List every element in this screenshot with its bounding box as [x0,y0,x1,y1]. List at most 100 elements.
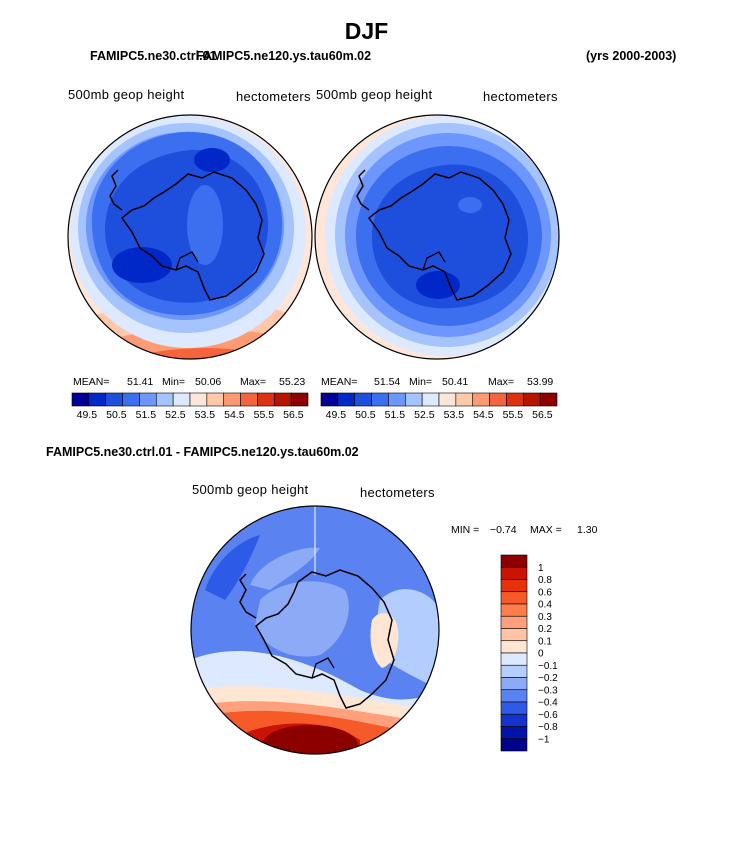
map1-colorbar-tick-label: 55.5 [254,409,275,421]
map2-colorbar-cell [371,392,389,407]
map3-colorbar-tick-label: −0.3 [538,685,558,696]
map2-min-value: 50.41 [442,376,469,388]
map3-colorbar: 10.80.6 0.40.30.20.1 0−0.1−0.2−0.3 −0.4−0.6… [500,554,558,752]
map3-colorbar-cell [500,640,528,654]
map1-coastline [120,171,265,301]
map2 [315,115,559,359]
map3-border [190,505,440,755]
map1-colorbar-tick-label: 53.5 [195,409,216,421]
map2-colorbar-cell [472,392,490,407]
map3-colorbar-tick-label: 0 [538,649,544,660]
map3-colorbar-cell [500,664,528,678]
map3-centre [255,581,349,657]
map1-colorbar-cell [105,392,123,407]
map3-title: 500mb geop height [192,482,309,497]
map3 [191,506,439,754]
map2-colorbar-cell [320,392,339,407]
map2-peninsula [356,169,370,211]
map1-band-56 [85,348,312,359]
map1-ridge [187,185,223,265]
map1-mean-value: 51.41 [127,376,154,388]
map1-colorbar-tick-label: 54.5 [224,409,245,421]
map2-colorbar: 49.5 50.5 51.5 52.5 53.5 54.5 55.5 56.5 [320,392,558,421]
map1-max-label: Max= [240,376,266,388]
map2-ross [422,251,446,271]
map2-units: hectometers [483,89,558,104]
map1-colorbar-tick-label: 52.5 [165,409,186,421]
map2-max-value: 53.99 [527,376,554,388]
map2-colorbar-tick-label: 56.5 [532,409,553,421]
map1 [68,115,312,359]
case-a-title: FAMIPC5.ne30.ctrl.01 [90,49,217,63]
map3-colorbar-cell [500,579,528,593]
case-b-years: (yrs 2000-2003) [586,49,677,63]
map2-colorbar-cell [438,392,457,407]
map1-colorbar-cell [240,392,258,407]
map2-low [416,271,460,299]
map1-peninsula [109,169,123,211]
map3-colorbar-tick-label: 1 [538,563,544,574]
diff-title: FAMIPC5.ne30.ctrl.01 - FAMIPC5.ne120.ys.… [46,445,359,459]
map2-colorbar-cell [354,392,372,407]
map1-colorbar: 49.5 50.5 51.5 52.5 53.5 54.5 55.5 56.5 [71,392,309,421]
map2-colorbar-cell [421,392,440,407]
map1-colorbar-cell [257,392,275,407]
map2-colorbar-cell [489,392,507,407]
map3-colorbar-cell [500,628,528,642]
map2-max-label: Max= [488,376,514,388]
map3-coastline [255,569,395,709]
map3-colorbar-tick-label: −0.6 [538,710,558,721]
map3-ross [311,657,335,679]
map1-low-a [194,148,230,172]
map2-colorbar-tick-label: 55.5 [503,409,524,421]
map3-colorbar-cell [500,713,528,727]
map1-ross [175,251,199,271]
map2-colorbar-cell [388,392,406,407]
map1-mean-label: MEAN= [73,376,110,388]
map1-colorbar-cell [122,392,140,407]
map2-min-label: Min= [409,376,433,388]
map1-units: hectometers [236,89,311,104]
map3-colorbar-cell [500,738,528,752]
map3-colorbar-tick-label: −0.4 [538,698,558,709]
map2-mean-value: 51.54 [374,376,401,388]
map2-colorbar-cell [455,392,474,407]
map2-colorbar-cell [404,392,423,407]
map3-peninsula [239,573,257,619]
map2-border [314,114,560,360]
map3-colorbar-tick-label: −0.1 [538,661,558,672]
map1-colorbar-tick-label: 50.5 [106,409,127,421]
map1-colorbar-cell [290,392,309,407]
map1-title: 500mb geop height [68,87,185,102]
map2-colorbar-cell [539,392,558,407]
map1-low-b [112,247,172,283]
map2-title: 500mb geop height [316,87,433,102]
map1-colorbar-cell [273,392,292,407]
map3-colorbar-tick-label: 0.2 [538,624,552,635]
map3-colorbar-tick-label: 0.3 [538,612,552,623]
map2-band-50 [371,164,529,309]
map3-colorbar-cell [500,566,528,580]
map1-colorbar-tick-label: 51.5 [136,409,157,421]
map3-max-label: MAX = [530,524,562,536]
map3-colorbar-tick-label: 0.8 [538,575,552,586]
map3-band-1 [262,725,358,754]
map3-colorbar-tick-label: 0.4 [538,600,552,611]
map1-colorbar-cell [172,392,191,407]
map1-colorbar-cell [155,392,174,407]
map3-colorbar-cell [500,591,528,605]
map2-mean-label: MEAN= [321,376,358,388]
map3-colorbar-cell [500,652,528,666]
map1-border [67,114,313,360]
map1-min-value: 50.06 [195,376,222,388]
map2-colorbar-tick-label: 53.5 [444,409,465,421]
case-b-title: FAMIPC5.ne120.ys.tau60m.02 [196,49,372,63]
map3-north [250,547,320,590]
map2-colorbar-cell [506,392,524,407]
map2-colorbar-tick-label: 50.5 [355,409,376,421]
map3-colorbar-cell [500,689,528,703]
map1-colorbar-cell [223,392,241,407]
map3-west-low [205,535,260,600]
map3-min-label: MIN = [451,524,480,536]
map2-high [458,197,482,213]
